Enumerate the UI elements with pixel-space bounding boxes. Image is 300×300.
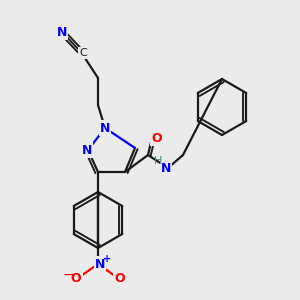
Text: N: N (57, 26, 67, 38)
Text: N: N (82, 143, 92, 157)
Text: N: N (161, 161, 171, 175)
Text: O: O (115, 272, 125, 286)
Text: N: N (95, 257, 105, 271)
Text: H: H (154, 156, 162, 166)
Text: O: O (71, 272, 81, 286)
Text: +: + (103, 254, 111, 264)
Text: C: C (79, 48, 87, 58)
Text: N: N (100, 122, 110, 134)
Text: O: O (152, 131, 162, 145)
Text: −: − (62, 268, 74, 282)
